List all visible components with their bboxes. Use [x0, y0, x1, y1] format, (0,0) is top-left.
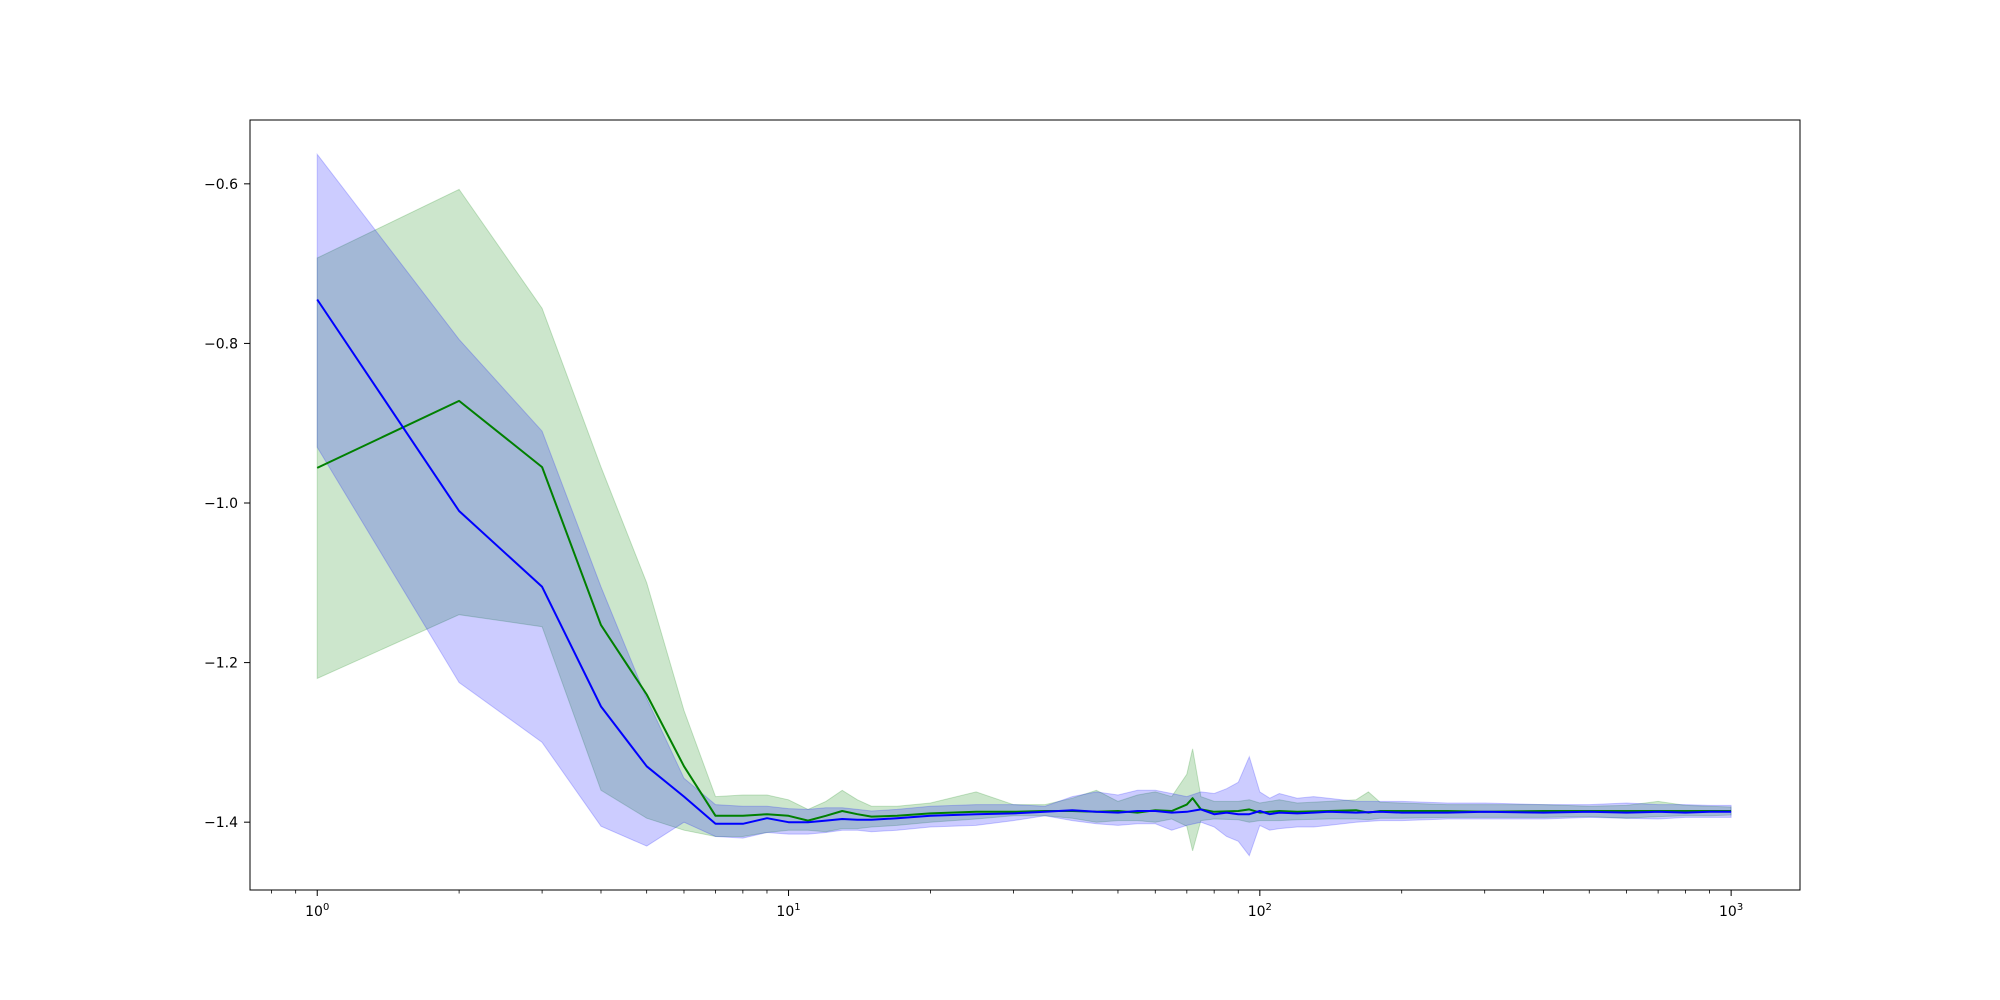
- x-axis: 100 101 102 103: [271, 890, 1743, 920]
- y-tick-label: −1.0: [204, 496, 238, 512]
- x-tick-label: 100: [305, 902, 329, 920]
- x-tick-label: 102: [1248, 902, 1272, 920]
- series-1-band: [316, 188, 1732, 852]
- series-lines: [316, 298, 1732, 825]
- confidence-bands: [316, 152, 1732, 857]
- series-2-band: [316, 152, 1732, 857]
- x-tick-label: 103: [1719, 902, 1743, 920]
- y-tick-label: −1.2: [204, 656, 238, 672]
- y-axis: −0.6 −0.8 −1.0 −1.2 −1.4: [204, 177, 250, 831]
- series-2-line: [316, 298, 1732, 825]
- x-tick-label: 101: [776, 902, 800, 920]
- y-tick-label: −0.8: [204, 336, 238, 352]
- y-tick-label: −0.6: [204, 177, 238, 193]
- plot-frame: [249, 119, 1801, 891]
- y-tick-label: −1.4: [204, 815, 238, 831]
